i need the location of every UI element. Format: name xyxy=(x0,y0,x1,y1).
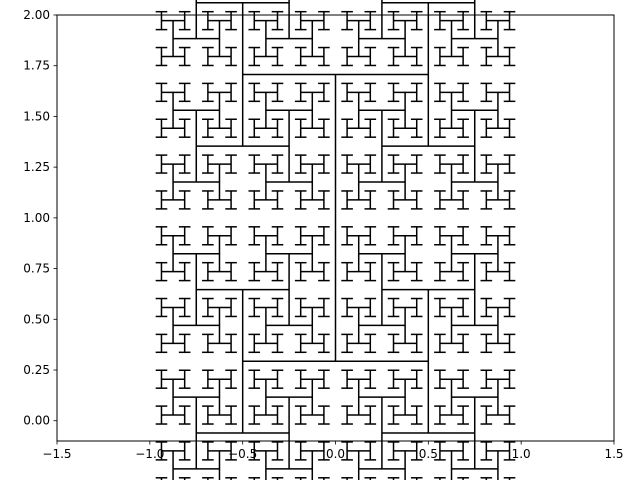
x-tick-label: −0.5 xyxy=(228,447,257,461)
x-tick-label: 1.0 xyxy=(512,447,531,461)
x-tick-label: 0.0 xyxy=(326,447,345,461)
x-axis: −1.5 −1.0 −0.5 0.0 0.5 1.0 1.5 xyxy=(42,441,624,461)
y-tick-label: 0.50 xyxy=(23,312,50,326)
y-tick-label: 0.25 xyxy=(23,363,50,377)
x-tick-label: 0.5 xyxy=(419,447,438,461)
y-tick-label: 2.00 xyxy=(23,8,50,22)
x-tick-label: −1.0 xyxy=(135,447,164,461)
x-tick-label: −1.5 xyxy=(42,447,71,461)
y-tick-label: 0.75 xyxy=(23,262,50,276)
y-tick-label: 1.75 xyxy=(23,59,50,73)
y-tick-label: 1.25 xyxy=(23,160,50,174)
h-tree-fractal xyxy=(155,0,516,480)
y-tick-label: 0.00 xyxy=(23,414,50,428)
y-axis: 0.00 0.25 0.50 0.75 1.00 1.25 1.50 1.75 2.00 xyxy=(23,8,57,428)
x-tick-label: 1.5 xyxy=(604,447,623,461)
y-tick-label: 1.50 xyxy=(23,109,50,123)
y-tick-label: 1.00 xyxy=(23,211,50,225)
